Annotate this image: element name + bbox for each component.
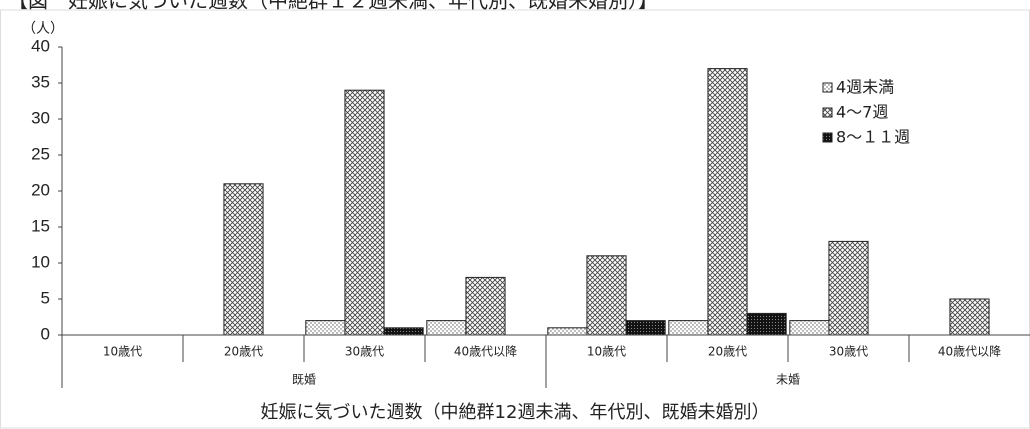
bar	[707, 68, 748, 336]
x-tick-label: 30歳代	[345, 345, 384, 359]
legend-swatch	[822, 107, 833, 118]
bar	[305, 320, 346, 336]
y-tick-label: 15	[31, 216, 50, 235]
frame	[0, 9, 1030, 429]
bar	[828, 240, 869, 336]
x-axis-title: 妊娠に気づいた週数（中絶群12週未満、年代別、既婚未婚別）	[261, 402, 770, 423]
y-tick-label: 40	[31, 36, 50, 55]
legend-label: 4週未満	[836, 78, 894, 97]
bar	[223, 183, 264, 336]
y-tick-label: 5	[41, 288, 50, 307]
y-tick-label: 20	[31, 180, 50, 199]
group-label: 未婚	[776, 373, 800, 387]
legend-swatch	[822, 132, 833, 143]
y-tick-label: 0	[41, 324, 50, 343]
x-tick-label: 20歳代	[224, 345, 263, 359]
y-axis-label: （人）	[22, 21, 64, 37]
group-label: 既婚	[292, 373, 316, 387]
y-tick-label: 35	[31, 72, 50, 91]
bar	[344, 89, 385, 336]
chart-title: 【図 妊娠に気づいた週数（中絶群１２週未満、年代別、既婚未婚別）】	[8, 0, 658, 13]
x-tick-label: 10歳代	[103, 345, 142, 359]
bar	[789, 320, 830, 336]
y-tick-label: 25	[31, 144, 50, 163]
x-tick-label: 10歳代	[587, 345, 626, 359]
x-tick-label: 40歳代以降	[938, 345, 1001, 359]
legend-swatch	[822, 82, 833, 93]
x-tick-label: 20歳代	[708, 345, 747, 359]
x-tick-label: 30歳代	[829, 345, 868, 359]
bar	[949, 298, 990, 336]
bar	[586, 255, 627, 336]
x-tick-label: 40歳代以降	[454, 345, 517, 359]
bar	[426, 320, 467, 336]
legend-label: 4～7週	[836, 103, 888, 122]
bar	[668, 320, 709, 336]
bar	[465, 276, 506, 336]
y-tick-label: 30	[31, 108, 50, 127]
bar	[746, 312, 787, 336]
bar	[547, 327, 588, 336]
bar	[625, 320, 666, 336]
bar	[383, 327, 424, 336]
y-tick-label: 10	[31, 252, 50, 271]
legend-label: 8～１１週	[836, 128, 910, 147]
